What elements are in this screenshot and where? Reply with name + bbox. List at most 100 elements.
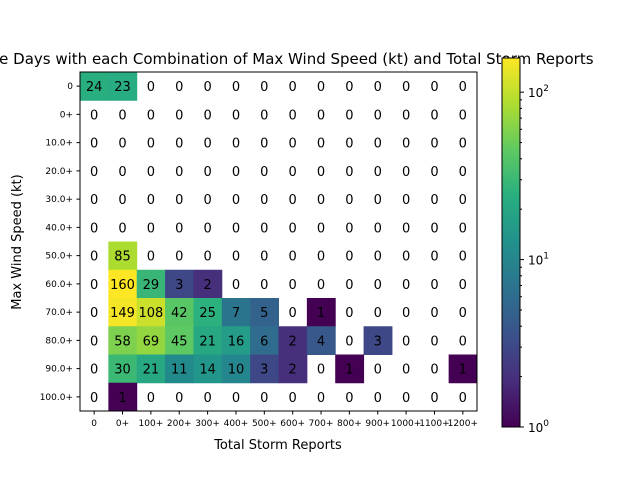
cell-value-label: 0 [147, 221, 155, 236]
x-axis-ticks: 0 0+ 100+ 200+ 300+ 400+ 500+ 600+ 700+ 800+ 900+ 1… [91, 411, 478, 429]
colorbar-tick-label: 100 [528, 419, 549, 435]
heatmap-cell [250, 298, 279, 327]
cell-value-label: 0 [289, 193, 297, 208]
cell-value-label: 11 [171, 363, 188, 378]
x-tick-label: 1200+ [448, 419, 478, 429]
cell-value-label: 0 [90, 193, 98, 208]
x-tick-label: 300+ [195, 419, 220, 429]
heatmap-cell [165, 269, 194, 299]
cell-value-label: 0 [345, 334, 353, 349]
cell-value-label: 0 [402, 80, 410, 95]
cell-value-label: 10 [228, 363, 245, 378]
cell-value-label: 0 [232, 80, 240, 95]
heatmap-cell [335, 354, 365, 384]
cell-value-label: 14 [199, 363, 216, 378]
cell-value-label: 0 [430, 221, 438, 236]
cell-value-label: 0 [402, 306, 410, 321]
heatmap-cell [165, 298, 194, 327]
cell-value-label: 0 [203, 108, 211, 123]
cell-value-label: 0 [289, 250, 297, 265]
cell-value-label: 16 [228, 334, 245, 349]
cell-value-label: 0 [175, 221, 183, 236]
y-tick-label: 0 [67, 82, 73, 92]
cell-value-label: 0 [374, 250, 382, 265]
cell-value-label: 0 [430, 193, 438, 208]
y-tick-label: 0+ [60, 110, 73, 120]
cell-value-label: 0 [203, 137, 211, 152]
cell-value-label: 0 [459, 80, 467, 95]
heatmap-cells [80, 72, 478, 412]
heatmap-cell [108, 298, 138, 327]
cell-value-label: 0 [90, 250, 98, 265]
colorbar-ticks: 100 101 102 [520, 84, 549, 435]
cell-value-label: 58 [114, 334, 131, 349]
cell-value-label: 42 [171, 306, 188, 321]
y-tick-label: 90.0+ [45, 365, 73, 375]
x-tick-label: 900+ [365, 419, 390, 429]
cell-value-label: 149 [110, 306, 135, 321]
cell-value-label: 0 [203, 250, 211, 265]
heatmap-cell [108, 72, 138, 101]
cell-value-label: 0 [175, 108, 183, 123]
x-tick-label: 200+ [167, 419, 192, 429]
colorbar [501, 57, 521, 428]
cell-value-label: 23 [114, 80, 131, 95]
y-tick-label: 30.0+ [45, 195, 73, 205]
cell-value-label: 0 [147, 391, 155, 406]
heatmap-cell [278, 354, 308, 384]
cell-value-label: 0 [203, 221, 211, 236]
cell-value-label: 0 [118, 137, 126, 152]
x-tick-label: 0+ [116, 419, 129, 429]
cell-value-label: 0 [118, 165, 126, 180]
heatmap-cell [165, 326, 194, 355]
cell-value-label: 0 [374, 391, 382, 406]
cell-value-label: 0 [402, 221, 410, 236]
cell-value-label: 0 [430, 306, 438, 321]
cell-value-label: 0 [402, 165, 410, 180]
heatmap-cell [250, 354, 279, 384]
cell-value-label: 0 [345, 278, 353, 293]
heatmap-cell [193, 298, 223, 327]
cell-value-label: 0 [260, 391, 268, 406]
cell-value-label: 7 [232, 306, 240, 321]
cell-value-label: 0 [402, 391, 410, 406]
y-tick-label: 50.0+ [45, 252, 73, 262]
cell-value-label: 0 [374, 221, 382, 236]
cell-value-label: 3 [374, 334, 382, 349]
cell-value-label: 0 [289, 80, 297, 95]
heatmap-cell [193, 354, 223, 384]
cell-value-label: 0 [118, 108, 126, 123]
cell-value-label: 0 [232, 108, 240, 123]
cell-value-label: 0 [232, 278, 240, 293]
cell-value-label: 0 [345, 391, 353, 406]
cell-value-label: 0 [317, 137, 325, 152]
cell-value-label: 0 [260, 193, 268, 208]
heatmap-cell [221, 298, 251, 327]
cell-value-label: 0 [317, 391, 325, 406]
cell-value-label: 3 [260, 363, 268, 378]
cell-value-label: 0 [317, 193, 325, 208]
cell-value-label: 0 [203, 165, 211, 180]
cell-value-label: 0 [317, 221, 325, 236]
x-tick-label: 1100+ [419, 419, 449, 429]
cell-value-label: 0 [317, 108, 325, 123]
cell-value-label: 0 [430, 278, 438, 293]
chart-title: Severe Days with each Combination of Max… [0, 50, 594, 68]
cell-value-label: 4 [317, 334, 325, 349]
cell-value-label: 0 [147, 137, 155, 152]
cell-value-label: 0 [374, 137, 382, 152]
cell-value-label: 0 [90, 165, 98, 180]
heatmap-cell [108, 382, 138, 412]
cell-value-label: 0 [90, 306, 98, 321]
cell-value-label: 160 [110, 278, 135, 293]
cell-value-label: 1 [317, 306, 325, 321]
cell-value-label: 0 [147, 193, 155, 208]
heatmap-cell [221, 354, 251, 384]
cell-value-label: 0 [374, 108, 382, 123]
y-tick-label: 20.0+ [45, 167, 73, 177]
cell-value-label: 0 [289, 108, 297, 123]
cell-value-label: 0 [175, 391, 183, 406]
cell-value-label: 0 [459, 165, 467, 180]
cell-value-label: 0 [90, 108, 98, 123]
